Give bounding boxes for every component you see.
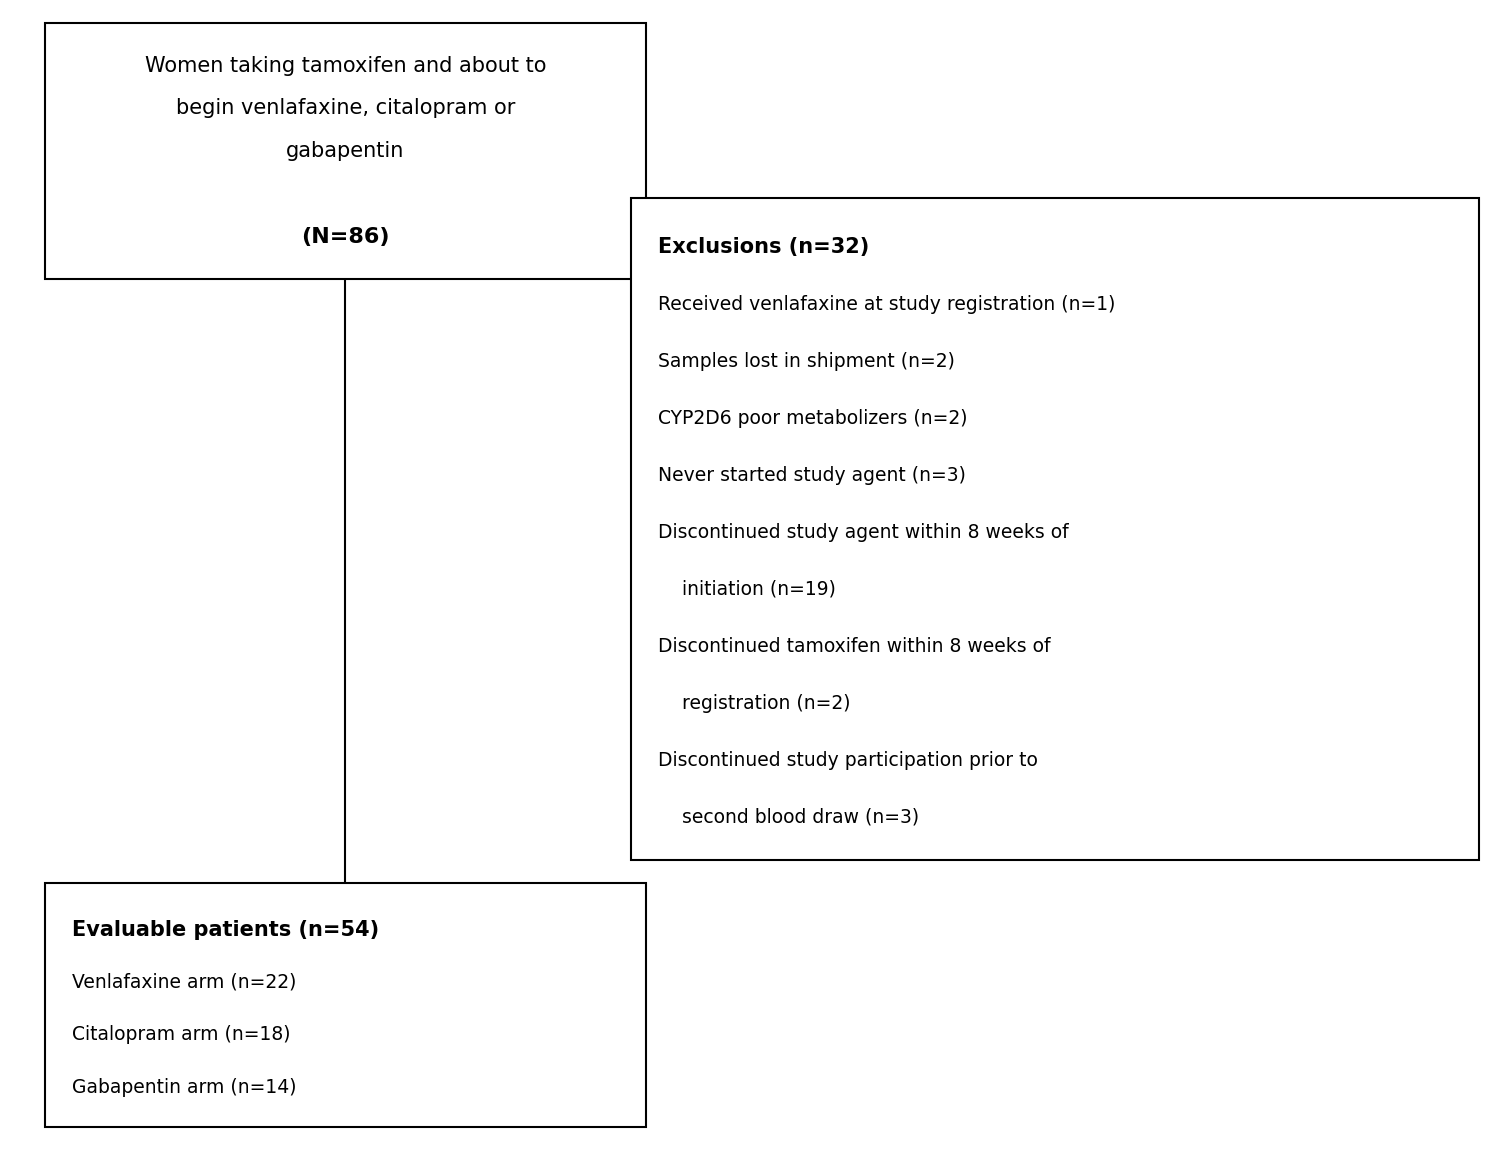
- Text: second blood draw (n=3): second blood draw (n=3): [658, 808, 919, 827]
- Text: Discontinued study participation prior to: Discontinued study participation prior t…: [658, 751, 1038, 770]
- Text: Exclusions (n=32): Exclusions (n=32): [658, 237, 870, 257]
- Text: initiation (n=19): initiation (n=19): [658, 580, 835, 598]
- FancyBboxPatch shape: [45, 883, 646, 1127]
- Text: CYP2D6 poor metabolizers (n=2): CYP2D6 poor metabolizers (n=2): [658, 409, 967, 428]
- Text: Discontinued study agent within 8 weeks of: Discontinued study agent within 8 weeks …: [658, 523, 1068, 541]
- FancyBboxPatch shape: [45, 23, 646, 279]
- Text: registration (n=2): registration (n=2): [658, 694, 850, 712]
- Text: Received venlafaxine at study registration (n=1): Received venlafaxine at study registrati…: [658, 294, 1116, 314]
- Text: Never started study agent (n=3): Never started study agent (n=3): [658, 466, 966, 485]
- Text: Gabapentin arm (n=14): Gabapentin arm (n=14): [72, 1077, 296, 1097]
- Text: Citalopram arm (n=18): Citalopram arm (n=18): [72, 1025, 290, 1045]
- Text: Discontinued tamoxifen within 8 weeks of: Discontinued tamoxifen within 8 weeks of: [658, 637, 1050, 655]
- Text: Samples lost in shipment (n=2): Samples lost in shipment (n=2): [658, 352, 955, 371]
- Text: begin venlafaxine, citalopram or: begin venlafaxine, citalopram or: [176, 99, 515, 119]
- Text: Evaluable patients (n=54): Evaluable patients (n=54): [72, 920, 379, 940]
- Text: Women taking tamoxifen and about to: Women taking tamoxifen and about to: [144, 56, 547, 76]
- Text: Venlafaxine arm (n=22): Venlafaxine arm (n=22): [72, 973, 296, 992]
- Text: (N=86): (N=86): [302, 227, 389, 246]
- Text: gabapentin: gabapentin: [287, 141, 404, 162]
- FancyBboxPatch shape: [631, 198, 1479, 860]
